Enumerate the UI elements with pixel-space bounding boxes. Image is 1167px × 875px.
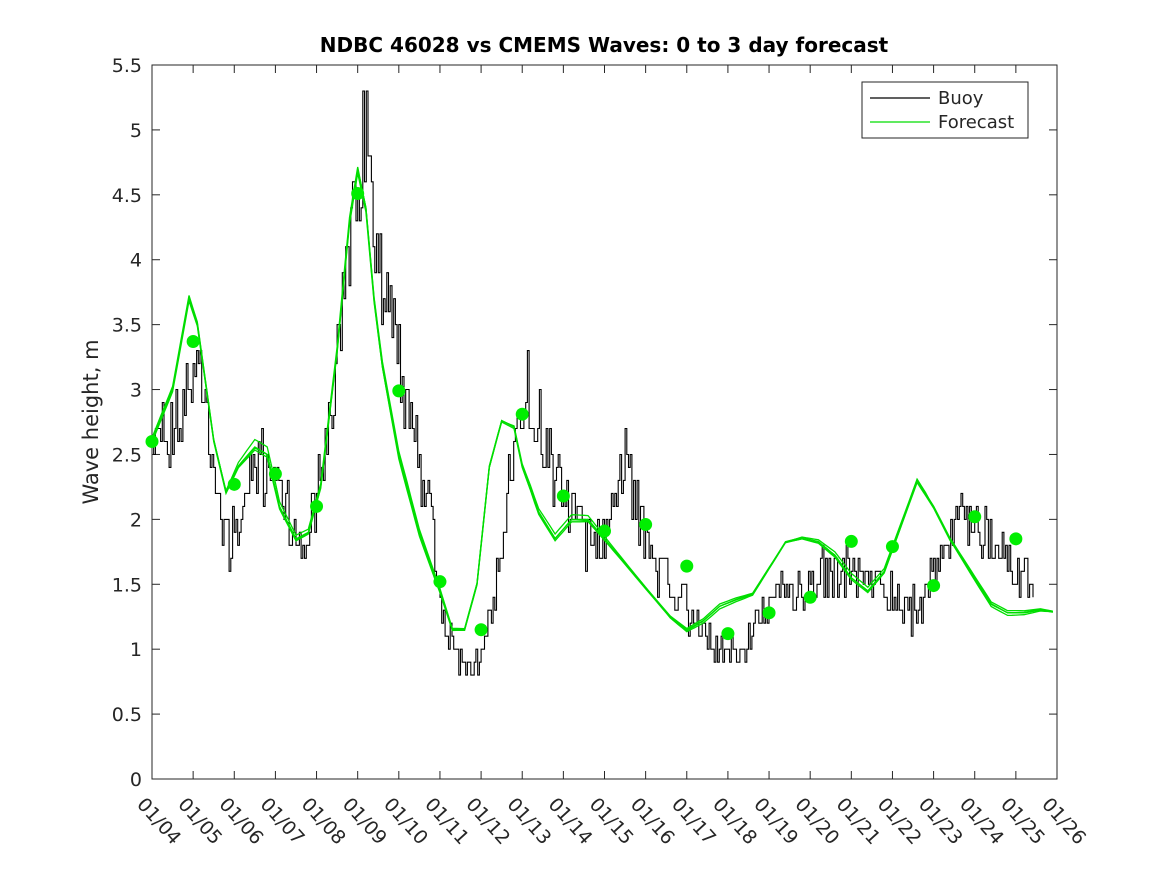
forecast-marker-point [310,499,324,513]
forecast-marker-point [145,434,159,448]
forecast-marker-point [186,335,200,349]
legend-box [861,81,1029,139]
forecast-marker-point [268,467,282,481]
y-tick-label: 5.5 [112,55,142,77]
forecast-marker-point [598,524,611,538]
y-tick-label: 4.5 [112,185,142,207]
forecast-marker-point [1009,532,1023,546]
y-tick-label: 0 [130,769,142,791]
forecast-marker-point [351,187,365,201]
y-tick-label: 1 [130,639,142,661]
forecast-marker-point [968,510,982,524]
forecast-marker-point [392,384,406,398]
y-tick-label: 4 [130,250,142,272]
y-tick-label: 1.5 [112,574,142,596]
y-axis-label: Wave height, m [79,339,103,504]
forecast-marker-point [721,627,735,641]
forecast-marker-point [762,606,776,620]
legend: Buoy Forecast [861,81,1029,139]
forecast-marker-point [639,518,653,532]
forecast-marker-point [803,590,817,604]
y-tick-label: 2 [130,509,142,531]
forecast-marker-point [515,407,529,421]
forecast-marker-point [927,579,941,593]
forecast-marker-point [556,489,570,503]
forecast-series-line [151,172,1053,632]
legend-forecast-label: Forecast [938,112,1014,133]
forecast-marker-point [433,575,447,589]
legend-buoy-label: Buoy [938,88,984,109]
forecast-marker-point [885,540,899,554]
y-tick-label: 0.5 [112,704,142,726]
y-tick-label: 3 [130,380,142,402]
forecast-marker-point [474,623,488,637]
forecast-marker-point [844,534,858,548]
y-tick-label: 2.5 [112,444,142,466]
forecast-marker-point [227,477,241,491]
y-tick-label: 3.5 [112,315,142,337]
forecast-marker-point [680,559,694,573]
y-tick-label: 5 [130,120,142,142]
chart-title: NDBC 46028 vs CMEMS Waves: 0 to 3 day fo… [320,33,889,57]
buoy-series-line [152,90,1034,676]
